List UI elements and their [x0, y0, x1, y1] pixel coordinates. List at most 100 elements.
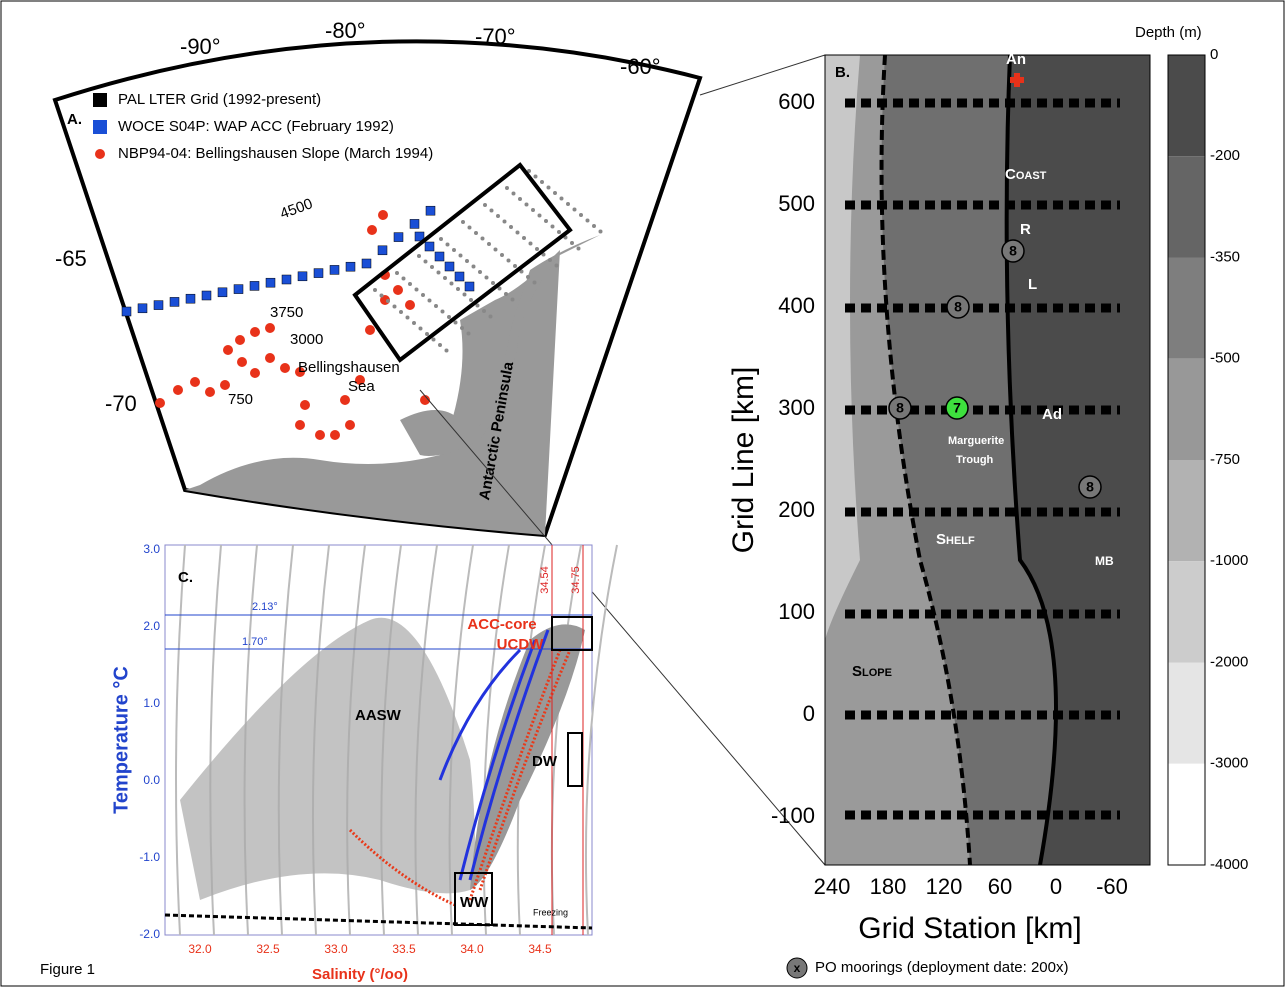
latitude-label: -65 [55, 246, 87, 271]
annotation: DW [532, 753, 558, 770]
lter-station [494, 248, 498, 252]
lter-station [452, 248, 456, 252]
lter-station [393, 305, 397, 309]
lter-station [443, 276, 447, 280]
lter-station [438, 343, 442, 347]
lter-station [538, 214, 542, 218]
nbp-station [378, 210, 388, 220]
lter-station [445, 349, 449, 353]
panel-c: C. 2.13° 1.70° 34.54 34.75 ACC-core UCDW… [110, 542, 617, 983]
y-tick-label: 600 [778, 89, 815, 114]
colorbar-tick-label: 0 [1210, 46, 1218, 63]
lter-station [579, 213, 583, 217]
axis-title: Temperature °C [110, 666, 132, 814]
lter-station [513, 264, 517, 268]
colorbar-band [1168, 663, 1205, 764]
place-label: Sea [348, 378, 375, 395]
lter-station [373, 288, 377, 292]
y-tick-label: 3.0 [143, 542, 160, 556]
lter-station [399, 310, 403, 314]
nbp-station [155, 398, 165, 408]
annotation: Slope [852, 663, 892, 680]
lter-station [487, 242, 491, 246]
annotation: Shelf [936, 531, 975, 548]
woce-station [202, 291, 211, 300]
colorbar-tick-label: -200 [1210, 147, 1240, 164]
y-tick-label: 200 [778, 497, 815, 522]
y-tick-label: 0 [803, 701, 815, 726]
y-tick-label: 300 [778, 395, 815, 420]
panel-label: C. [178, 569, 193, 586]
colorbar-tick-label: -350 [1210, 248, 1240, 265]
legend-text: NBP94-04: Bellingshausen Slope (March 19… [118, 145, 433, 162]
annotation: UCDW [497, 636, 544, 653]
lter-station [439, 237, 443, 241]
mooring-label: 8 [1086, 479, 1094, 495]
lter-station [491, 281, 495, 285]
lter-station [421, 293, 425, 297]
lter-station [496, 214, 500, 218]
lter-station [504, 292, 508, 296]
lter-station [544, 219, 548, 223]
lter-station [472, 265, 476, 269]
legend-text: PO moorings (deployment date: 200x) [815, 959, 1068, 976]
y-tick-label: -1.0 [139, 850, 160, 864]
woce-station [346, 262, 355, 271]
nbp-station [223, 345, 233, 355]
annotation: 2.13° [252, 601, 278, 613]
x-tick-label: 120 [926, 874, 963, 899]
lter-station [557, 230, 561, 234]
nbp-station [300, 400, 310, 410]
woce-station [394, 233, 403, 242]
colorbar-tick-label: -500 [1210, 350, 1240, 367]
longitude-label: -60° [620, 54, 661, 79]
lter-station [566, 202, 570, 206]
y-tick-label: 400 [778, 293, 815, 318]
nbp-station [295, 420, 305, 430]
annotation: L [1028, 276, 1037, 293]
axis-title: Grid Line [km] [727, 367, 760, 554]
lter-station [402, 277, 406, 281]
lter-station [512, 192, 516, 196]
annotation: Freezing [533, 907, 568, 917]
lter-station [465, 259, 469, 263]
y-tick-label: 500 [778, 191, 815, 216]
annotation: Ad [1042, 406, 1062, 423]
nbp-station [340, 395, 350, 405]
x-tick-label: 32.5 [256, 942, 280, 956]
lter-station [490, 209, 494, 213]
mooring-label: 8 [896, 400, 904, 416]
lter-station [553, 191, 557, 195]
lter-station [469, 298, 473, 302]
woce-station [122, 307, 131, 316]
x-tick-label: 32.0 [188, 942, 212, 956]
woce-station [435, 252, 444, 261]
lter-station [535, 247, 539, 251]
lter-station [531, 208, 535, 212]
lter-station [526, 275, 530, 279]
annotation: R [1020, 221, 1031, 238]
lter-station [428, 299, 432, 303]
x-tick-label: -60 [1096, 874, 1128, 899]
x-tick-label: 34.0 [460, 942, 484, 956]
annotation: Trough [956, 454, 994, 466]
lter-station [459, 254, 463, 258]
nbp-station [250, 368, 260, 378]
mooring-label: 8 [1009, 243, 1017, 259]
annotation: AASW [355, 707, 402, 724]
y-tick-label: -100 [771, 803, 815, 828]
panel-label: B. [835, 64, 850, 81]
colorbar-band [1168, 561, 1205, 662]
mooring-label: 7 [953, 400, 961, 416]
lter-station [408, 282, 412, 286]
place-label: Bellingshausen [298, 359, 400, 376]
nbp-station [280, 363, 290, 373]
lter-station [460, 326, 464, 330]
axis-title: Salinity (°/oo) [312, 966, 408, 983]
colorbar-band [1168, 764, 1205, 865]
panel-label: A. [67, 111, 82, 128]
colorbar-tick-label: -3000 [1210, 755, 1248, 772]
woce-station [314, 269, 323, 278]
annotation: 34.54 [539, 566, 551, 594]
nbp-station [315, 430, 325, 440]
